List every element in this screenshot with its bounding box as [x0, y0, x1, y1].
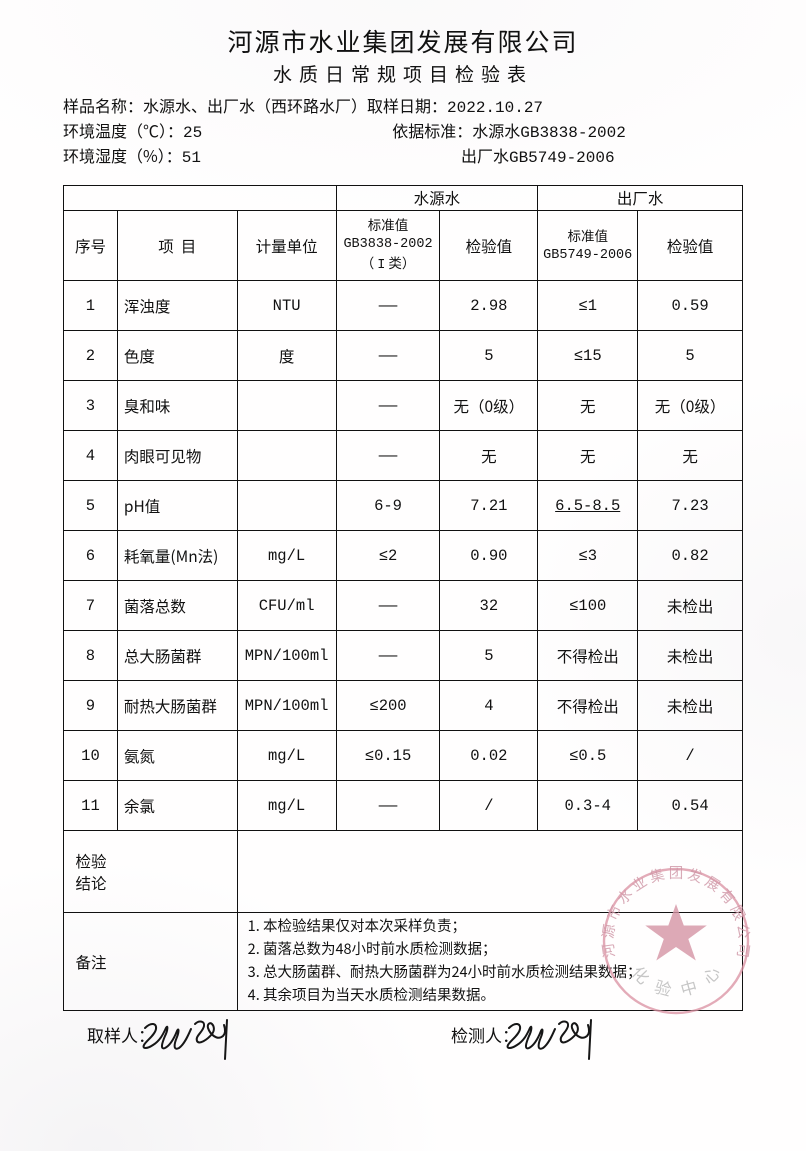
svg-text:公: 公 — [732, 922, 753, 939]
svg-text:发: 发 — [685, 864, 705, 887]
svg-text:河: 河 — [599, 942, 620, 959]
svg-text:团: 团 — [669, 864, 684, 883]
svg-text:限: 限 — [726, 901, 751, 923]
svg-text:中: 中 — [678, 973, 700, 1001]
svg-text:司: 司 — [732, 942, 753, 959]
svg-text:心: 心 — [696, 960, 725, 989]
svg-text:验: 验 — [652, 973, 675, 1001]
svg-text:化: 化 — [627, 960, 656, 989]
svg-text:源: 源 — [599, 922, 620, 940]
svg-text:集: 集 — [647, 864, 667, 887]
